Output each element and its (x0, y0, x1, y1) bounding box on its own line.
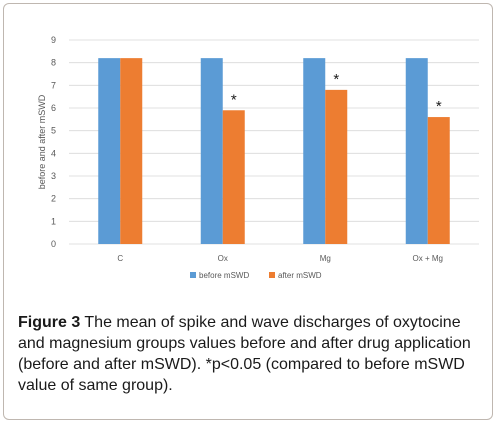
caption-text: The mean of spike and wave discharges of… (18, 314, 471, 394)
y-tick-label-2: 2 (51, 194, 56, 204)
x-tick-label-3: Ox + Mg (413, 254, 443, 263)
significance-markers: * * * (231, 71, 442, 115)
y-tick-label-9: 9 (51, 35, 56, 45)
y-tick-label-7: 7 (51, 80, 56, 90)
caption-label: Figure 3 (18, 314, 81, 331)
bars (98, 58, 450, 245)
legend-label-0: before mSWD (199, 271, 249, 280)
bar-ox-mg-series-0 (405, 58, 428, 245)
bar-chart: 0 1 2 3 4 5 6 7 8 9 before and after mSWD * * * C Ox… (37, 35, 479, 280)
bar-mg-series-0 (303, 58, 326, 245)
y-tick-label-3: 3 (51, 171, 56, 181)
y-axis-ticks: 0 1 2 3 4 5 6 7 8 9 (51, 35, 56, 249)
y-tick-label-8: 8 (51, 58, 56, 68)
figure-panel: 0 1 2 3 4 5 6 7 8 9 before and after mSWD * * * C Ox… (3, 3, 493, 420)
legend-label-1: after mSWD (278, 271, 322, 280)
y-tick-label-0: 0 (51, 239, 56, 249)
y-axis-label: before and after mSWD (37, 94, 47, 189)
bar-mg-series-1 (325, 89, 348, 244)
significance-star-3: * (436, 98, 442, 115)
significance-star-1: * (231, 91, 237, 108)
figure-caption: Figure 3 The mean of spike and wave disc… (18, 312, 490, 396)
bar-c-series-1 (120, 58, 143, 245)
legend: before mSWD after mSWD (190, 271, 322, 280)
y-tick-label-6: 6 (51, 103, 56, 113)
x-tick-label-1: Ox (218, 254, 228, 263)
bar-ox-series-0 (200, 58, 223, 245)
x-tick-label-2: Mg (320, 254, 331, 263)
bar-c-series-0 (98, 58, 121, 245)
y-tick-label-5: 5 (51, 126, 56, 136)
x-tick-label-0: C (117, 254, 123, 263)
y-tick-label-1: 1 (51, 216, 56, 226)
significance-star-2: * (333, 71, 339, 88)
legend-swatch-1 (269, 272, 275, 278)
y-tick-label-4: 4 (51, 148, 56, 158)
x-axis-categories: C Ox Mg Ox + Mg (117, 254, 443, 263)
legend-swatch-0 (190, 272, 196, 278)
bar-ox-series-1 (222, 110, 245, 245)
bar-ox-mg-series-1 (427, 117, 450, 244)
